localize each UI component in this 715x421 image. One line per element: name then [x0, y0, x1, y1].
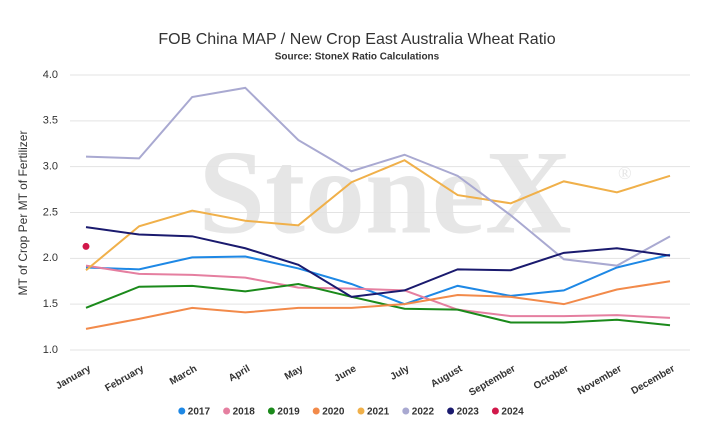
- legend-label: 2017: [188, 407, 211, 418]
- series-line: [85, 86, 671, 267]
- legend-label: 2023: [457, 407, 480, 418]
- x-tick-label: November: [576, 363, 624, 397]
- series-line: [85, 280, 671, 330]
- watermark: StoneX: [198, 126, 571, 259]
- legend-marker: [491, 407, 499, 415]
- y-tick-label: 2.0: [43, 252, 58, 264]
- legend-marker: [178, 407, 186, 415]
- y-tick-label: 1.0: [43, 344, 58, 356]
- watermark-mark: ®: [618, 163, 632, 183]
- x-tick-label: August: [429, 363, 465, 390]
- legend-marker: [357, 407, 365, 415]
- legend-marker: [223, 407, 231, 415]
- legend-label: 2024: [501, 407, 524, 418]
- x-tick-label: September: [467, 363, 517, 398]
- x-tick-label: February: [103, 363, 146, 394]
- legend-label: 2021: [367, 407, 390, 418]
- series-line: [85, 226, 671, 298]
- legend-label: 2018: [233, 407, 256, 418]
- chart-subtitle: Source: StoneX Ratio Calculations: [275, 52, 440, 63]
- legend-label: 2020: [322, 407, 345, 418]
- y-tick-label: 3.5: [43, 115, 58, 127]
- series-point: [82, 242, 90, 250]
- legend-marker: [312, 407, 320, 415]
- x-tick-label: June: [333, 363, 359, 384]
- y-tick-label: 2.5: [43, 206, 58, 218]
- legend-marker: [402, 407, 410, 415]
- x-tick-label: January: [54, 363, 93, 392]
- series-line: [85, 282, 671, 327]
- series-line: [85, 264, 671, 319]
- x-tick-label: December: [629, 363, 676, 397]
- x-tick-label: October: [532, 363, 571, 392]
- series-line: [85, 159, 671, 272]
- y-tick-label: 3.0: [43, 161, 58, 173]
- legend: 2017 2018 2019 2020 2021 2022 2023 2024: [178, 407, 524, 418]
- x-tick-label: April: [227, 363, 252, 384]
- legend-marker: [447, 407, 455, 415]
- legend-marker: [267, 407, 275, 415]
- legend-label: 2019: [277, 407, 300, 418]
- x-tick-label: March: [168, 363, 199, 387]
- legend-label: 2022: [412, 407, 435, 418]
- x-tick-label: July: [389, 363, 412, 383]
- y-axis-label: MT of Crop Per MT of Fertilizer: [16, 131, 30, 296]
- y-tick-label: 1.5: [43, 298, 58, 310]
- x-tick-label: May: [283, 363, 306, 382]
- chart-title: FOB China MAP / New Crop East Australia …: [158, 31, 555, 48]
- y-tick-label: 4.0: [43, 69, 58, 81]
